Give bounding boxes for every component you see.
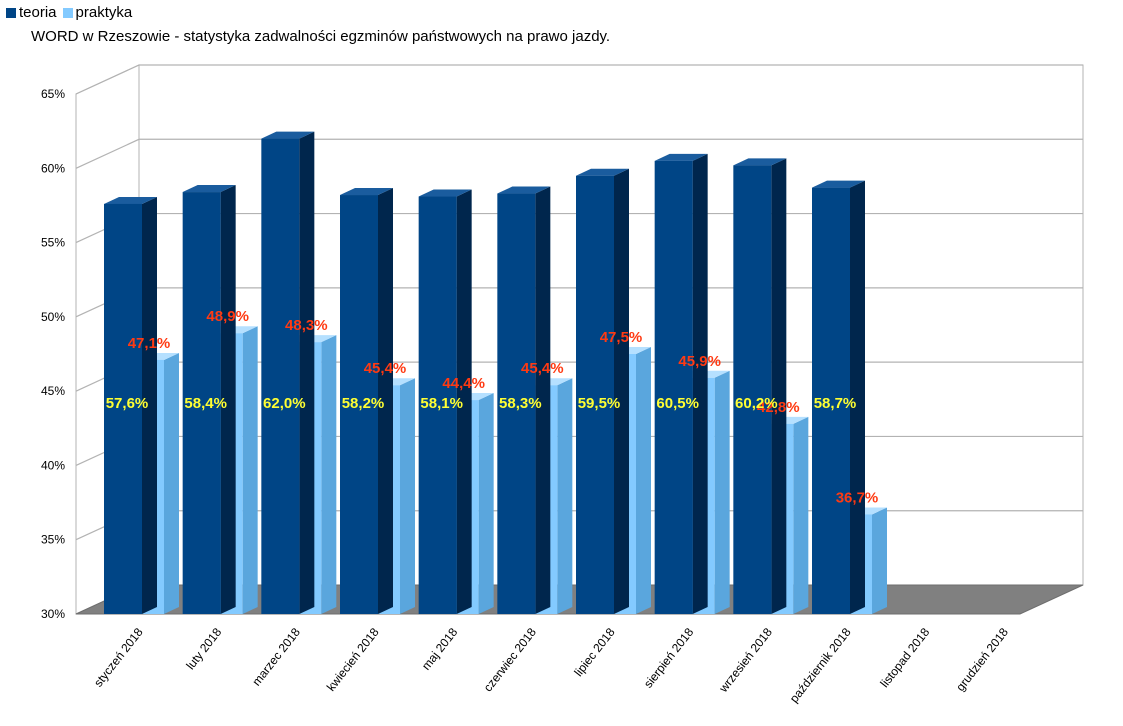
bar-teoria-side: [299, 131, 315, 615]
data-label-teoria: 60,2%: [735, 395, 778, 412]
bar-teoria-top: [733, 158, 787, 166]
bar-teoria: [497, 193, 536, 615]
bar-teoria-side: [220, 185, 236, 615]
bar-teoria-top: [340, 188, 393, 196]
bar-praktyka-side: [321, 335, 337, 614]
y-tick-label: 55%: [41, 236, 65, 250]
bar-teoria-top: [576, 168, 629, 176]
data-label-praktyka: 48,9%: [206, 308, 249, 325]
bar-teoria-side: [142, 196, 157, 614]
bar-praktyka-side: [793, 416, 809, 614]
data-label-teoria: 59,5%: [578, 395, 621, 412]
x-tick-label: listopad 2018: [877, 625, 932, 690]
y-tick-label: 60%: [41, 161, 65, 175]
bar-teoria-top: [104, 196, 157, 204]
data-label-teoria: 58,3%: [499, 395, 542, 412]
data-label-praktyka: 45,9%: [678, 353, 721, 370]
data-label-praktyka: 45,4%: [521, 360, 564, 377]
data-label-praktyka: 42,8%: [757, 399, 800, 416]
y-tick-label: 45%: [41, 384, 65, 398]
bar-teoria: [182, 192, 221, 615]
y-tick-label: 35%: [41, 533, 65, 547]
data-label-praktyka: 47,1%: [128, 335, 171, 352]
bar-teoria-side: [771, 158, 787, 615]
bar-teoria-top: [182, 185, 236, 193]
data-label-praktyka: 47,5%: [600, 329, 643, 346]
bar-teoria-side: [456, 189, 472, 614]
x-tick-label: grudzień 2018: [953, 625, 1011, 694]
bar-teoria: [576, 175, 614, 614]
legend: teoria praktyka: [6, 4, 132, 21]
legend-label-teoria: teoria: [19, 4, 57, 21]
bar-teoria: [654, 160, 693, 614]
bar-praktyka-side: [636, 347, 651, 614]
bar-praktyka-side: [400, 378, 415, 614]
bar-teoria: [733, 165, 772, 615]
data-label-praktyka: 36,7%: [836, 489, 879, 506]
bar-teoria-top: [654, 153, 708, 161]
chart-title: WORD w Rzeszowie - statystyka zadwalnośc…: [31, 28, 611, 45]
data-label-teoria: 58,2%: [342, 395, 385, 412]
y-tick-label: 65%: [41, 87, 65, 101]
bar-praktyka-side: [164, 352, 179, 614]
bar-teoria: [812, 187, 850, 614]
bar-teoria-side: [614, 168, 629, 614]
x-tick-label: marzec 2018: [249, 625, 303, 689]
bar-praktyka-side: [557, 378, 573, 614]
bar-praktyka-side: [242, 326, 258, 614]
bar-teoria-top: [497, 186, 551, 194]
bar-praktyka-side: [872, 507, 887, 614]
bar-praktyka-side: [478, 393, 494, 614]
x-tick-label: lipiec 2018: [571, 625, 618, 679]
gridline: [75, 138, 1083, 169]
bar-praktyka-side: [714, 370, 730, 614]
bar-teoria-side: [535, 186, 551, 615]
data-label-teoria: 58,1%: [420, 395, 463, 412]
bar-teoria-side: [850, 180, 865, 614]
legend-swatch-teoria: [6, 7, 16, 18]
y-tick-label: 30%: [41, 607, 65, 621]
data-label-praktyka: 44,4%: [442, 375, 485, 392]
x-tick-label: maj 2018: [419, 625, 461, 673]
gridline: [75, 64, 1083, 95]
x-tick-label: styczeń 2018: [91, 625, 146, 690]
bar-teoria-side: [378, 188, 393, 614]
bar-teoria: [104, 203, 142, 614]
bar-teoria-top: [261, 131, 315, 139]
data-label-teoria: 62,0%: [263, 395, 306, 412]
data-label-teoria: 58,7%: [814, 395, 857, 412]
data-label-teoria: 58,4%: [184, 395, 227, 412]
x-tick-label: czerwiec 2018: [481, 625, 539, 694]
data-label-teoria: 60,5%: [656, 395, 699, 412]
bar-teoria-top: [418, 189, 472, 197]
bar-teoria-side: [692, 153, 708, 614]
x-tick-label: wrzesień 2018: [716, 625, 775, 696]
legend-label-praktyka: praktyka: [75, 4, 133, 21]
y-tick-label: 50%: [41, 310, 65, 324]
x-tick-label: sierpień 2018: [641, 625, 697, 691]
bar-teoria: [340, 195, 378, 614]
bar-teoria: [261, 138, 300, 615]
data-label-praktyka: 48,3%: [285, 317, 328, 334]
data-label-teoria: 57,6%: [106, 395, 149, 412]
x-tick-label: luty 2018: [183, 625, 224, 672]
bar-teoria: [418, 196, 457, 614]
data-label-praktyka: 45,4%: [364, 360, 407, 377]
legend-item-praktyka: praktyka: [62, 4, 133, 21]
x-tick-label: październik 2018: [787, 625, 854, 705]
y-tick-label: 40%: [41, 458, 65, 472]
bar-teoria-top: [812, 180, 865, 188]
legend-item-teoria: teoria: [6, 4, 57, 21]
legend-swatch-praktyka: [62, 7, 73, 18]
x-tick-label: kwiecień 2018: [324, 625, 382, 694]
